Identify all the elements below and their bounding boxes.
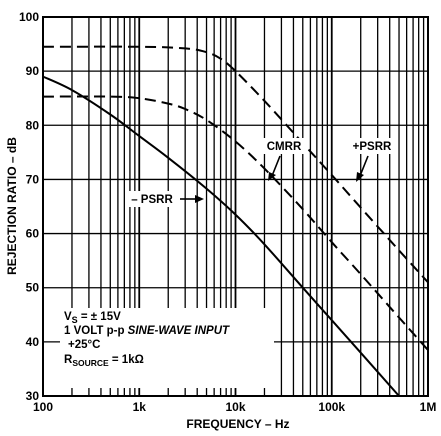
cmrr-arrow	[271, 155, 281, 177]
y-tick-label: 100	[19, 10, 39, 24]
test-conditions: VS = ± 15V 1 VOLT p-p SINE-WAVE INPUT +2…	[60, 308, 274, 388]
series-line-neg-psrr	[42, 75, 400, 397]
y-axis-label: REJECTION RATIO – dB	[5, 137, 19, 275]
y-tick-label: 30	[26, 389, 40, 403]
series-lines	[42, 45, 429, 397]
y-tick-label: 50	[26, 281, 40, 295]
x-tick-label: 10k	[225, 400, 245, 414]
cmrr-label: CMRR	[267, 141, 302, 153]
y-tick-label: 90	[26, 64, 40, 78]
x-tick-label: 1M	[420, 400, 437, 414]
x-axis-label: FREQUENCY – Hz	[186, 417, 289, 431]
x-tick-label: 100	[33, 400, 53, 414]
temperature-note: +25°C	[68, 339, 100, 351]
series-line-cmrr	[42, 45, 429, 283]
psrr-neg-arrow-head	[195, 195, 204, 203]
y-tick-label: 70	[26, 172, 40, 186]
source-resistance-note: RSOURCE = 1kΩ	[64, 354, 144, 368]
y-tick-label: 60	[26, 227, 40, 241]
y-tick-label: 80	[26, 118, 40, 132]
cmrr-label-group: CMRR	[262, 138, 306, 181]
psrr-pos-arrow-head	[356, 172, 364, 182]
input-note: 1 VOLT p-p SINE-WAVE INPUT	[64, 325, 230, 337]
axis-ticks: 30 40 50 60 70 80 90 100 100 1k 10k 100k 1M	[19, 10, 436, 414]
plot-frame	[42, 16, 429, 397]
psrr-pos-label: +PSRR	[353, 141, 392, 153]
y-tick-label: 40	[26, 335, 40, 349]
psrr-neg-label: – PSRR	[131, 194, 173, 206]
psrr-pos-arrow	[359, 155, 369, 177]
x-tick-label: 100k	[318, 400, 345, 414]
supply-voltage-note: VS = ± 15V	[64, 311, 121, 325]
psrr-neg-label-group: – PSRR	[126, 191, 204, 207]
psrr-pos-label-group: +PSRR	[345, 138, 397, 182]
x-tick-label: 1k	[133, 400, 147, 414]
cmrr-arrow-head	[268, 172, 276, 181]
